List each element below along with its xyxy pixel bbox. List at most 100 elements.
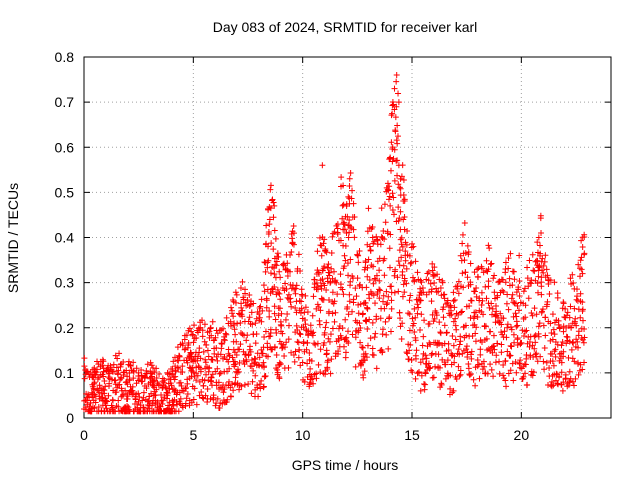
data-point xyxy=(174,344,181,351)
data-point xyxy=(394,157,401,164)
data-point xyxy=(581,359,588,366)
data-point xyxy=(363,317,370,324)
data-point xyxy=(256,314,263,321)
data-point xyxy=(290,230,297,237)
data-point xyxy=(230,313,237,320)
data-point xyxy=(81,363,88,370)
data-point xyxy=(184,344,191,351)
data-point xyxy=(202,356,209,363)
data-point xyxy=(265,243,272,250)
data-point xyxy=(313,375,320,382)
data-point xyxy=(252,320,259,327)
data-point xyxy=(306,383,313,390)
data-point xyxy=(529,372,536,379)
data-point xyxy=(304,339,311,346)
data-point xyxy=(534,358,541,365)
data-point xyxy=(581,334,588,341)
data-point xyxy=(513,289,520,296)
data-point xyxy=(141,375,148,382)
x-tick-label: 10 xyxy=(295,427,311,443)
data-point xyxy=(529,342,536,349)
data-point xyxy=(190,339,197,346)
data-point xyxy=(560,379,567,386)
data-point xyxy=(475,274,482,281)
data-point xyxy=(208,332,215,339)
data-point xyxy=(573,322,580,329)
data-point xyxy=(232,374,239,381)
data-point xyxy=(529,312,536,319)
data-point xyxy=(240,357,247,364)
data-point xyxy=(461,220,468,227)
data-point xyxy=(428,288,435,295)
data-point xyxy=(326,269,333,276)
data-point xyxy=(321,263,328,270)
data-point xyxy=(331,298,338,305)
data-point xyxy=(581,326,588,333)
data-point xyxy=(532,339,539,346)
data-point xyxy=(292,305,299,312)
data-point xyxy=(323,319,330,326)
data-point xyxy=(122,387,129,394)
data-point xyxy=(194,357,201,364)
data-point xyxy=(436,339,443,346)
data-point xyxy=(101,390,108,397)
data-point xyxy=(421,317,428,324)
data-point xyxy=(367,335,374,342)
data-point xyxy=(216,370,223,377)
data-point xyxy=(345,328,352,335)
data-point xyxy=(262,328,269,335)
data-point xyxy=(262,372,269,379)
data-point xyxy=(355,301,362,308)
data-point xyxy=(341,252,348,259)
data-point xyxy=(373,272,380,279)
data-point xyxy=(190,396,197,403)
data-point xyxy=(115,397,122,404)
data-point xyxy=(467,370,474,377)
data-point xyxy=(133,365,140,372)
data-point xyxy=(397,208,404,215)
data-point xyxy=(453,376,460,383)
data-point xyxy=(567,303,574,310)
data-point xyxy=(438,381,445,388)
data-point xyxy=(190,369,197,376)
data-point xyxy=(233,351,240,358)
data-point xyxy=(236,346,243,353)
data-point xyxy=(387,202,394,209)
data-point xyxy=(551,279,558,286)
data-point xyxy=(451,296,458,303)
data-point xyxy=(189,364,196,371)
data-point xyxy=(242,286,249,293)
data-point xyxy=(381,255,388,262)
data-point xyxy=(323,249,330,256)
data-point xyxy=(485,278,492,285)
data-point xyxy=(266,204,273,211)
data-point xyxy=(329,233,336,240)
data-point xyxy=(414,310,421,317)
data-point xyxy=(271,303,278,310)
data-point xyxy=(542,332,549,339)
data-point xyxy=(514,322,521,329)
data-point xyxy=(170,402,177,409)
data-point xyxy=(245,380,252,387)
data-point xyxy=(406,327,413,334)
data-point xyxy=(388,283,395,290)
data-point xyxy=(136,394,143,401)
data-point xyxy=(115,403,122,410)
data-point xyxy=(276,290,283,297)
data-point xyxy=(220,325,227,332)
data-point xyxy=(263,304,270,311)
data-point xyxy=(499,287,506,294)
data-point xyxy=(513,313,520,320)
data-point xyxy=(88,408,95,415)
data-point xyxy=(328,249,335,256)
data-point xyxy=(135,369,142,376)
data-point xyxy=(391,272,398,279)
data-point xyxy=(153,375,160,382)
data-point xyxy=(459,270,466,277)
data-point xyxy=(285,322,292,329)
data-point xyxy=(470,376,477,383)
data-point xyxy=(115,367,122,374)
data-point xyxy=(244,332,251,339)
data-point xyxy=(345,193,352,200)
data-point xyxy=(388,139,395,146)
